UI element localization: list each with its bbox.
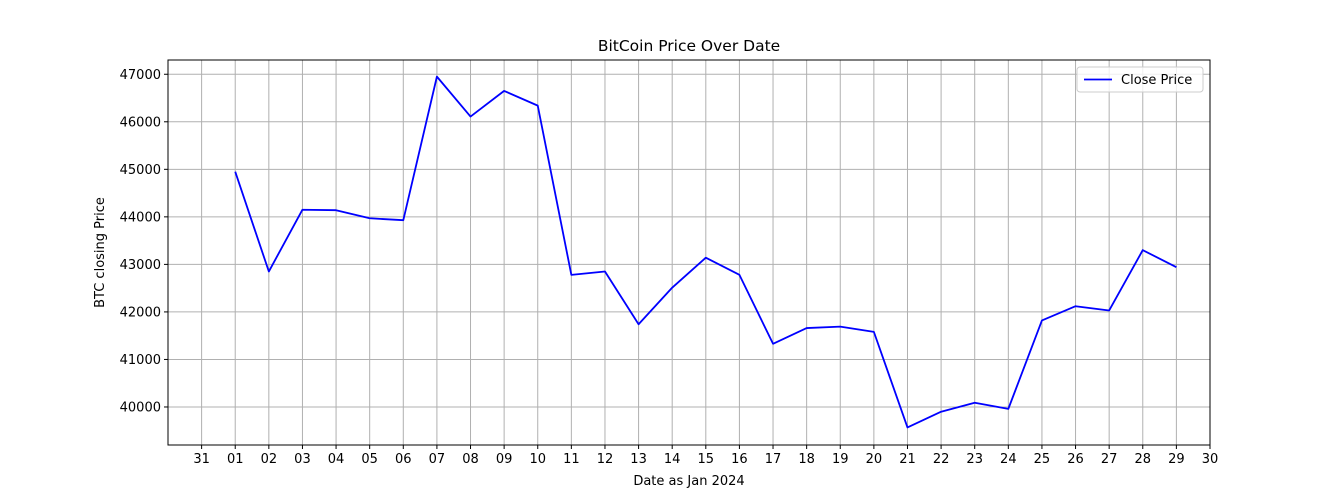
x-tick-label: 16 — [731, 452, 748, 467]
y-tick-label: 45000 — [120, 163, 161, 178]
x-tick-label: 15 — [698, 452, 715, 467]
x-tick-label: 12 — [597, 452, 614, 467]
x-tick-label: 17 — [765, 452, 782, 467]
x-tick-label: 13 — [630, 452, 647, 467]
x-tick-label: 04 — [328, 452, 345, 467]
x-tick-label: 31 — [193, 452, 210, 467]
y-tick-label: 43000 — [120, 258, 161, 273]
grid — [168, 60, 1211, 445]
chart-title: BitCoin Price Over Date — [598, 37, 780, 55]
x-tick-label: 25 — [1034, 452, 1051, 467]
x-tick-label: 02 — [261, 452, 278, 467]
series-layer — [234, 75, 1177, 429]
y-tick-label: 47000 — [120, 68, 161, 83]
y-tick-label: 40000 — [120, 400, 161, 415]
x-tick-label: 07 — [429, 452, 446, 467]
legend: Close Price — [1076, 66, 1204, 93]
x-tick-label: 24 — [1000, 452, 1017, 467]
x-tick-label: 26 — [1067, 452, 1084, 467]
y-tick-label: 44000 — [120, 210, 161, 225]
x-tick-label: 08 — [462, 452, 479, 467]
x-tick-label: 20 — [866, 452, 883, 467]
x-tick-label: 30 — [1202, 452, 1219, 467]
x-tick-label: 05 — [361, 452, 378, 467]
x-tick-label: 19 — [832, 452, 849, 467]
y-tick-label: 42000 — [120, 305, 161, 320]
x-tick-label: 29 — [1168, 452, 1185, 467]
x-tick-label: 23 — [966, 452, 983, 467]
x-tick-label: 03 — [294, 452, 311, 467]
legend-box — [1076, 66, 1204, 93]
x-tick-label: 28 — [1135, 452, 1152, 467]
x-tick-label: 06 — [395, 452, 412, 467]
x-tick-label: 21 — [899, 452, 916, 467]
x-axis-label: Date as Jan 2024 — [633, 474, 744, 489]
y-tick-label: 46000 — [120, 115, 161, 130]
series-line-close-price — [234, 75, 1177, 429]
x-tick-label: 14 — [664, 452, 681, 467]
legend-label-close-price: Close Price — [1121, 73, 1192, 88]
x-tick-label: 09 — [496, 452, 513, 467]
plot-area-frame — [167, 59, 1211, 446]
y-tick-label: 41000 — [120, 353, 161, 368]
y-axis-label: BTC closing Price — [93, 197, 108, 308]
x-tick-label: 18 — [798, 452, 815, 467]
x-tick-label: 11 — [563, 452, 580, 467]
x-tick-label: 01 — [227, 452, 244, 467]
x-tick-label: 27 — [1101, 452, 1118, 467]
x-tick-label: 22 — [933, 452, 950, 467]
x-tick-label: 10 — [529, 452, 546, 467]
axis-ticks: 31 01 02 03 04 05 06 07 08 09 10 11 12 13 14 15 16 17 18 19… — [120, 68, 1219, 467]
